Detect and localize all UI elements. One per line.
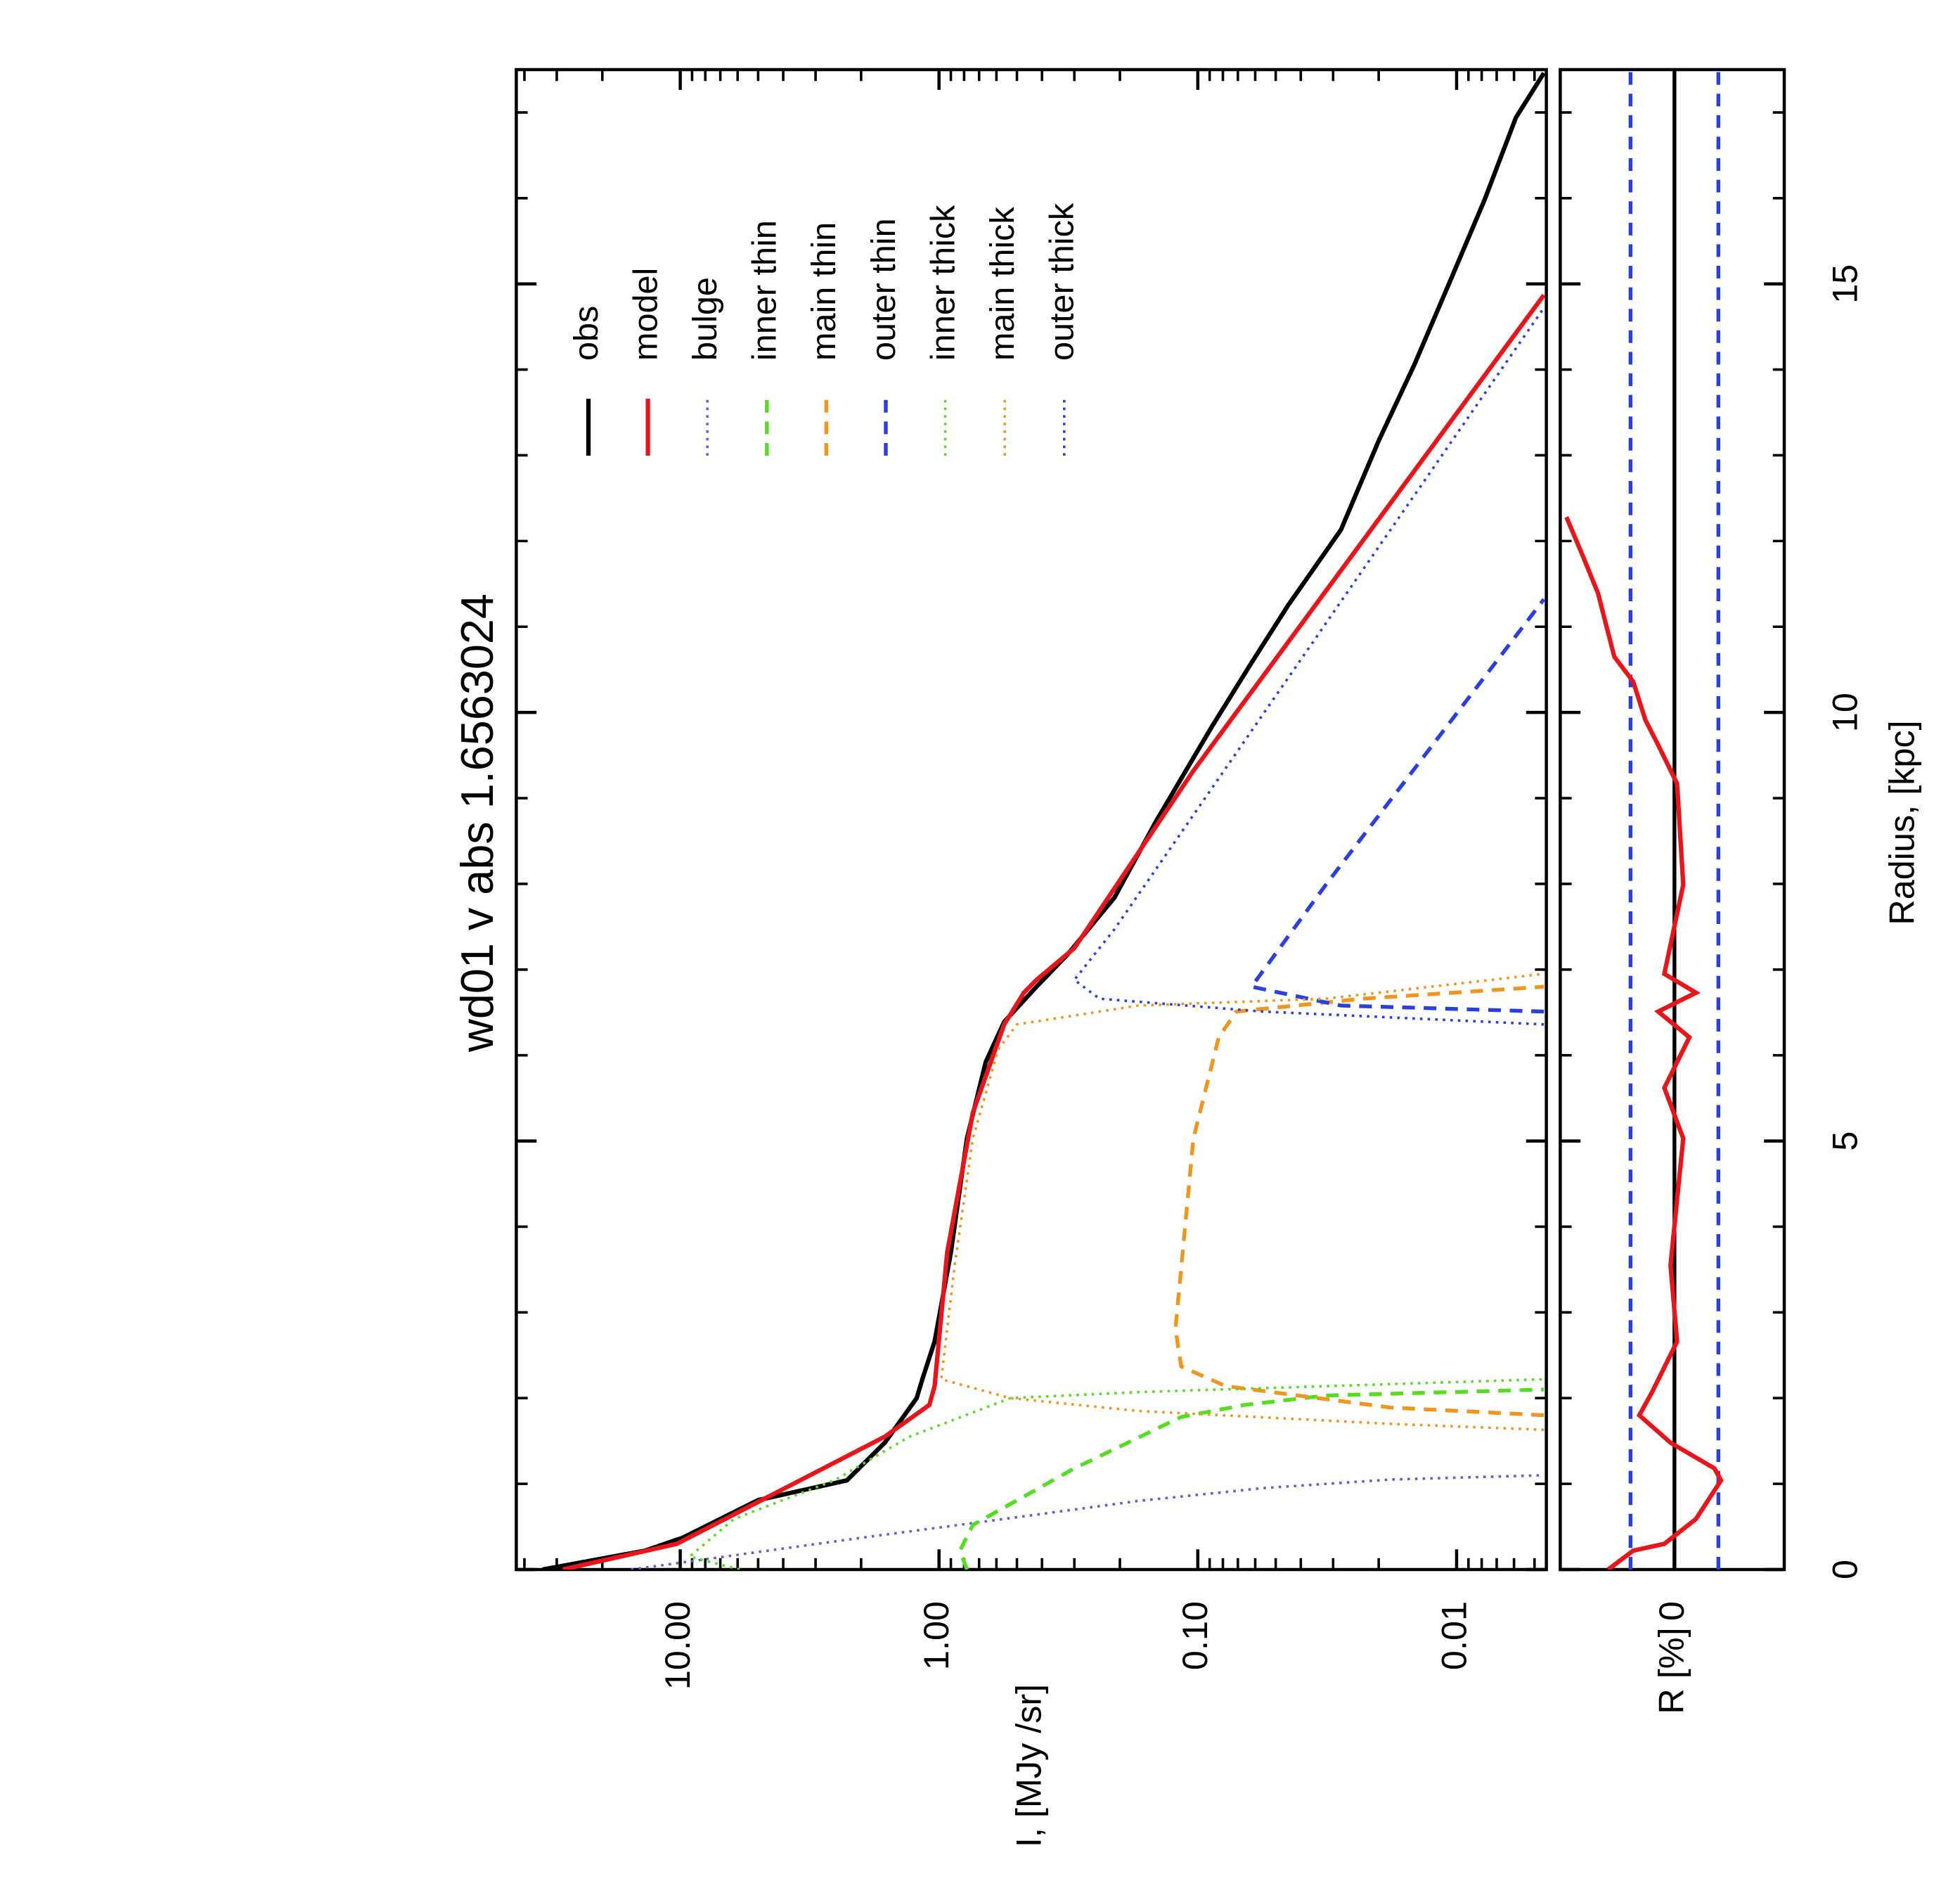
main-frame <box>515 68 1548 1572</box>
series-line <box>939 973 1545 1432</box>
series-line <box>1248 598 1546 1014</box>
y-tick-label: 0.01 <box>1433 1601 1474 1670</box>
y-tick-label: 1.00 <box>916 1601 956 1670</box>
y-tick-label: 0 <box>1651 1601 1691 1621</box>
x-axis-label: Radius, [kpc] <box>1881 720 1921 925</box>
rotated-plot: wd01 v abs 1.6563024 I, [MJy /sr] R [%] … <box>451 68 1921 1847</box>
legend-label: inner thick <box>924 205 962 361</box>
legend-label: obs <box>567 306 605 361</box>
residual-line <box>1564 516 1724 1570</box>
x-tick-label: 0 <box>1824 1560 1864 1579</box>
series-line <box>631 1474 1545 1570</box>
legend-label: inner thin <box>746 220 784 361</box>
legend-label: outer thick <box>1043 203 1081 361</box>
x-tick-label: 15 <box>1824 264 1864 304</box>
y-tick-label: 10.00 <box>657 1601 697 1690</box>
legend-label: outer thin <box>865 218 903 361</box>
series-line <box>958 1387 1545 1570</box>
residual-frame <box>1559 68 1786 1572</box>
x-tick-label: 5 <box>1824 1131 1864 1151</box>
legend-label: main thin <box>805 222 843 361</box>
y-axis-label: I, [MJy /sr] <box>1008 1684 1048 1847</box>
series-line <box>542 72 1546 1570</box>
series-line <box>1072 307 1545 1026</box>
series-line <box>687 1378 1545 1570</box>
legend-label: bulge <box>686 277 724 361</box>
legend-label: main thick <box>984 207 1021 361</box>
residual-axis-label: R [%] <box>1651 1627 1691 1714</box>
chart-title: wd01 v abs 1.6563024 <box>451 593 503 1053</box>
x-tick-label: 10 <box>1824 693 1864 732</box>
series-line <box>562 293 1546 1570</box>
series-line <box>1173 984 1545 1418</box>
y-tick-label: 0.10 <box>1175 1601 1215 1670</box>
legend-label: model <box>626 268 664 361</box>
